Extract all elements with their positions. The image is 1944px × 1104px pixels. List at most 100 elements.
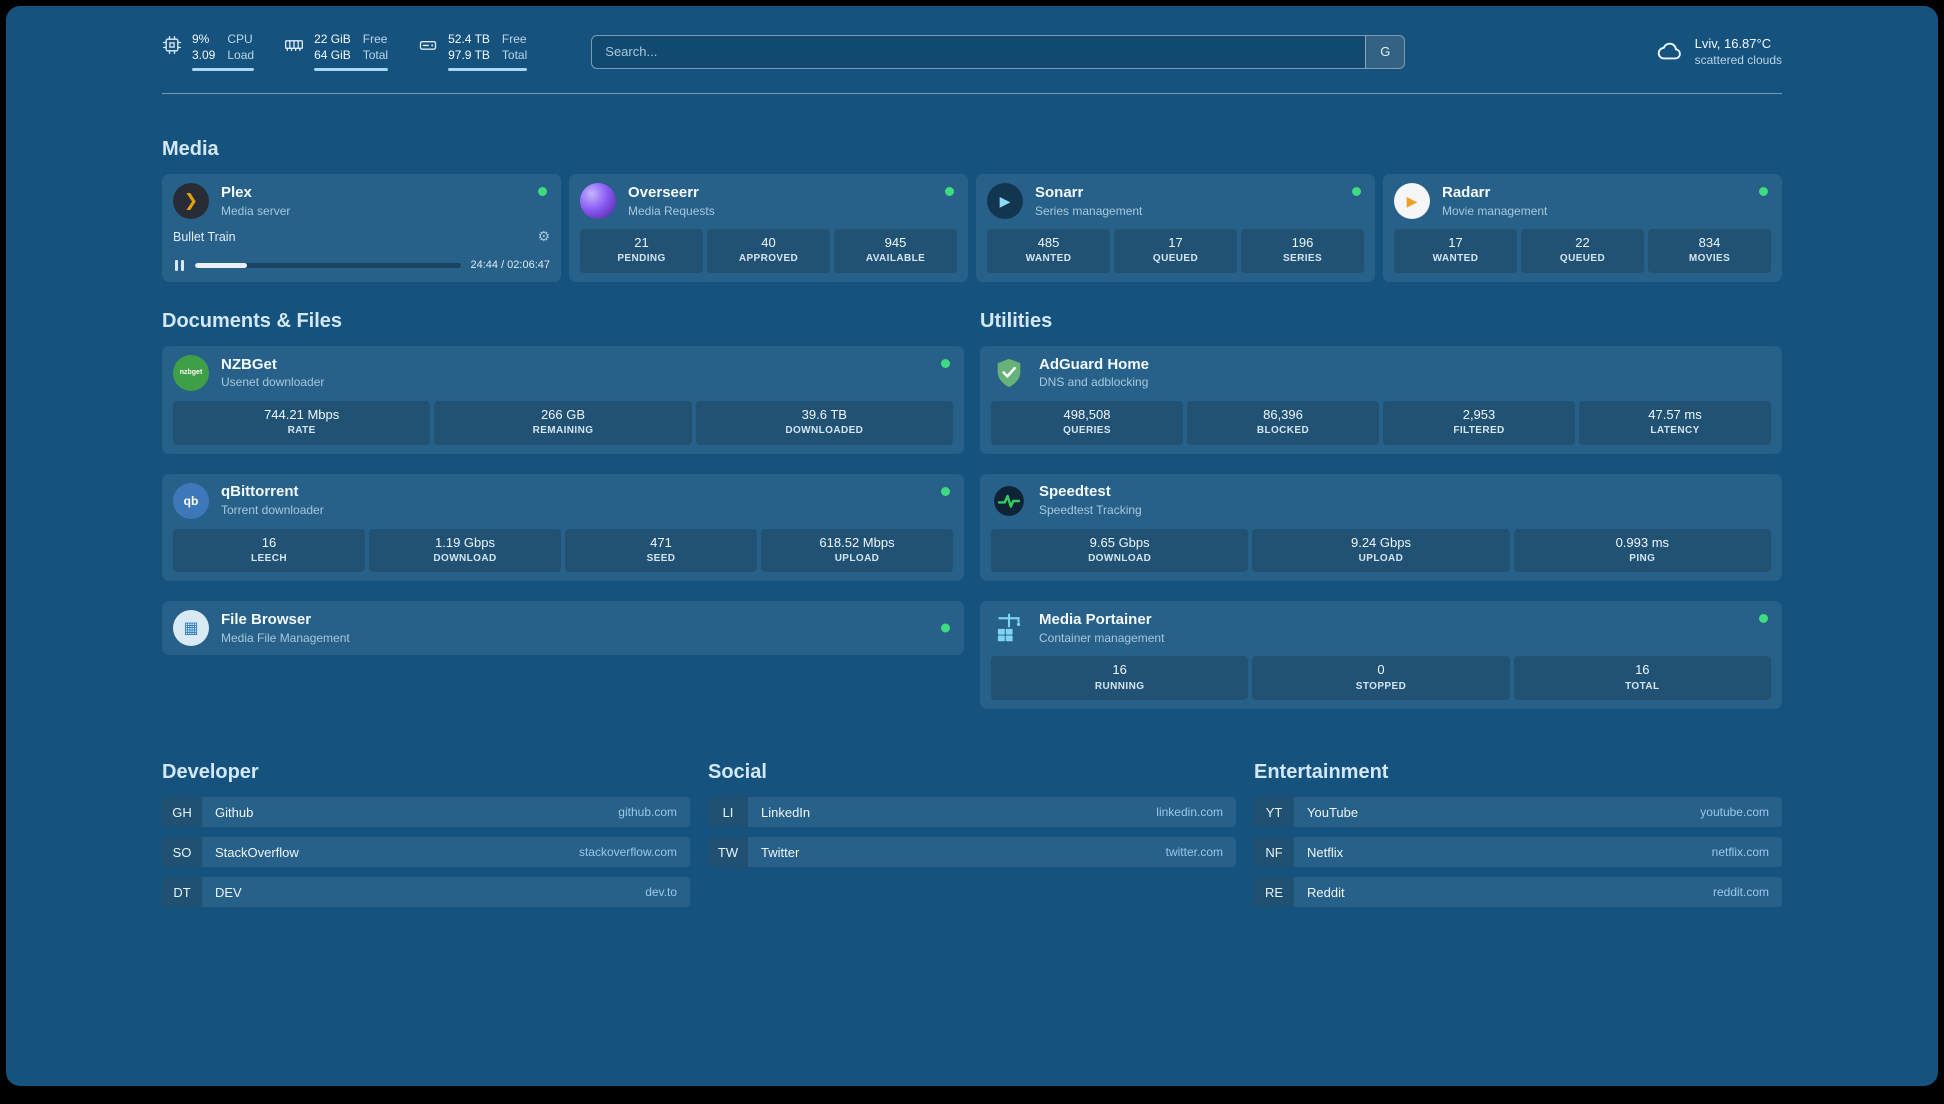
- stat-label: REMAINING: [532, 425, 594, 437]
- cloud-icon: [1657, 42, 1681, 59]
- sonarr-card[interactable]: ▶ Sonarr Series management 485 WANTED 17: [976, 174, 1375, 282]
- section-developer: Developer GH Github github.com SO StackO…: [162, 761, 690, 908]
- stat-value: 834: [1698, 235, 1721, 251]
- weather-condition: scattered clouds: [1694, 53, 1782, 68]
- nzbget-card[interactable]: nzbget NZBGet Usenet downloader 744.21 M…: [162, 345, 964, 454]
- section-documents: Documents & Files nzbget NZBGet Usenet d…: [162, 310, 964, 709]
- stat-label: UPLOAD: [1358, 552, 1404, 564]
- stat-value: 196: [1291, 235, 1314, 251]
- stat-value: 16: [1112, 662, 1127, 678]
- bookmark-domain: github.com: [618, 805, 677, 820]
- bookmark-youtube[interactable]: YT YouTube youtube.com: [1254, 797, 1782, 828]
- stat-label: MOVIES: [1688, 253, 1731, 265]
- plex-card[interactable]: ❯ Plex Media server Bullet Train ⚙: [162, 174, 561, 282]
- stat-tile: 266 GB REMAINING: [434, 400, 692, 445]
- speedtest-card[interactable]: Speedtest Speedtest Tracking 9.65 Gbps D…: [980, 473, 1782, 582]
- disk-icon: [419, 41, 437, 50]
- bookmark-github[interactable]: GH Github github.com: [162, 797, 690, 828]
- bookmark-domain: netflix.com: [1711, 845, 1769, 860]
- top-bar: 9% 3.09 CPU Load: [162, 6, 1782, 72]
- qbittorrent-card[interactable]: qb qBittorrent Torrent downloader 16 LEE…: [162, 473, 964, 582]
- service-name: qBittorrent: [221, 483, 299, 501]
- stat-label: PING: [1629, 552, 1656, 564]
- status-dot: [941, 358, 950, 368]
- stat-label: WANTED: [1432, 253, 1479, 265]
- stat-tile: 1.19 Gbps DOWNLOAD: [369, 528, 561, 573]
- gear-icon[interactable]: ⚙: [537, 228, 550, 245]
- filebrowser-card[interactable]: ▦ File Browser Media File Management: [162, 601, 964, 656]
- memory-total-label: Total: [362, 47, 389, 62]
- stat-tile: 834 MOVIES: [1648, 229, 1771, 273]
- stat-label: DOWNLOAD: [1088, 552, 1152, 564]
- stat-value: 0: [1377, 662, 1385, 678]
- stat-label: DOWNLOAD: [433, 552, 497, 564]
- service-name: Sonarr: [1035, 183, 1084, 201]
- search-provider-button[interactable]: G: [1365, 35, 1405, 68]
- speedtest-pulse-icon: [991, 483, 1027, 519]
- cpu-load-value: 3.09: [192, 47, 216, 62]
- section-title-developer: Developer: [162, 761, 259, 784]
- stat-tile: 485 WANTED: [987, 229, 1110, 273]
- pause-button[interactable]: [173, 258, 186, 273]
- stat-value: 16: [261, 534, 277, 550]
- bookmark-abbr: DT: [162, 877, 202, 908]
- bookmark-linkedin[interactable]: LI LinkedIn linkedin.com: [708, 797, 1236, 828]
- qbittorrent-icon: qb: [173, 482, 209, 519]
- stat-tile: 471 SEED: [565, 528, 757, 573]
- cpu-resource-widget: 9% 3.09 CPU Load: [162, 32, 255, 72]
- stat-label: RATE: [287, 425, 316, 437]
- bookmark-abbr: TW: [708, 837, 748, 868]
- stat-label: LATENCY: [1650, 425, 1700, 437]
- stat-label: QUERIES: [1063, 425, 1111, 437]
- stat-tile: 9.24 Gbps UPLOAD: [1252, 528, 1510, 573]
- stat-label: TOTAL: [1625, 680, 1660, 692]
- bookmark-name: Netflix: [1307, 844, 1344, 860]
- search-input[interactable]: [592, 35, 1366, 68]
- stat-label: UPLOAD: [834, 552, 880, 564]
- service-name: Overseerr: [628, 183, 699, 201]
- service-subtitle: Torrent downloader: [221, 503, 324, 518]
- bookmark-stackoverflow[interactable]: SO StackOverflow stackoverflow.com: [162, 837, 690, 868]
- playback-progress-bar: [195, 262, 462, 268]
- plex-icon: ❯: [173, 183, 209, 220]
- service-subtitle: Movie management: [1442, 203, 1548, 218]
- bookmark-dev[interactable]: DT DEV dev.to: [162, 877, 690, 908]
- dashboard-app: 9% 3.09 CPU Load: [6, 6, 1938, 1086]
- bookmark-name: YouTube: [1307, 804, 1359, 820]
- service-name: AdGuard Home: [1039, 355, 1150, 373]
- weather-location-temp: Lviv, 16.87°C: [1694, 35, 1772, 51]
- bookmark-name: LinkedIn: [761, 804, 811, 820]
- bookmark-name: Reddit: [1307, 884, 1345, 900]
- stat-value: 47.57 ms: [1648, 406, 1702, 422]
- radarr-card[interactable]: ▶ Radarr Movie management 17 WANTED 22: [1383, 174, 1782, 282]
- stat-tile: 40 APPROVED: [707, 229, 830, 273]
- stat-value: 17: [1168, 235, 1183, 251]
- disk-total-label: Total: [501, 47, 528, 62]
- stat-value: 0.993 ms: [1615, 534, 1670, 550]
- adguard-card[interactable]: AdGuard Home DNS and adblocking 498,508 …: [980, 345, 1782, 454]
- section-utilities: Utilities AdGuard Home: [980, 310, 1782, 710]
- bookmark-netflix[interactable]: NF Netflix netflix.com: [1254, 837, 1782, 868]
- overseerr-card[interactable]: Overseerr Media Requests 21 PENDING 40 A…: [569, 174, 968, 282]
- status-dot: [941, 486, 950, 496]
- bookmark-name: Github: [215, 804, 254, 820]
- stat-value: 744.21 Mbps: [264, 406, 340, 422]
- portainer-card[interactable]: Media Portainer Container management 16 …: [980, 601, 1782, 710]
- stat-label: WANTED: [1025, 253, 1072, 265]
- stat-tile: 618.52 Mbps UPLOAD: [761, 528, 953, 573]
- bookmark-domain: twitter.com: [1165, 845, 1223, 860]
- service-subtitle: Usenet downloader: [221, 375, 325, 390]
- service-name: Media Portainer: [1039, 611, 1152, 629]
- stat-tile: 2,953 FILTERED: [1383, 400, 1575, 445]
- disk-free-value: 52.4 TB: [448, 32, 490, 46]
- stat-tile: 9.65 Gbps DOWNLOAD: [991, 528, 1249, 573]
- section-title-entertainment: Entertainment: [1254, 761, 1389, 784]
- bookmark-domain: dev.to: [645, 885, 677, 900]
- service-name: Speedtest: [1039, 483, 1111, 501]
- bookmark-reddit[interactable]: RE Reddit reddit.com: [1254, 877, 1782, 908]
- section-social: Social LI LinkedIn linkedin.com TW Twitt…: [708, 761, 1236, 907]
- disk-resource-widget: 52.4 TB 97.9 TB Free Total: [418, 32, 528, 72]
- stat-tile: 39.6 TB DOWNLOADED: [695, 400, 953, 445]
- bookmark-twitter[interactable]: TW Twitter twitter.com: [708, 837, 1236, 868]
- cpu-usage-value: 9%: [192, 32, 210, 46]
